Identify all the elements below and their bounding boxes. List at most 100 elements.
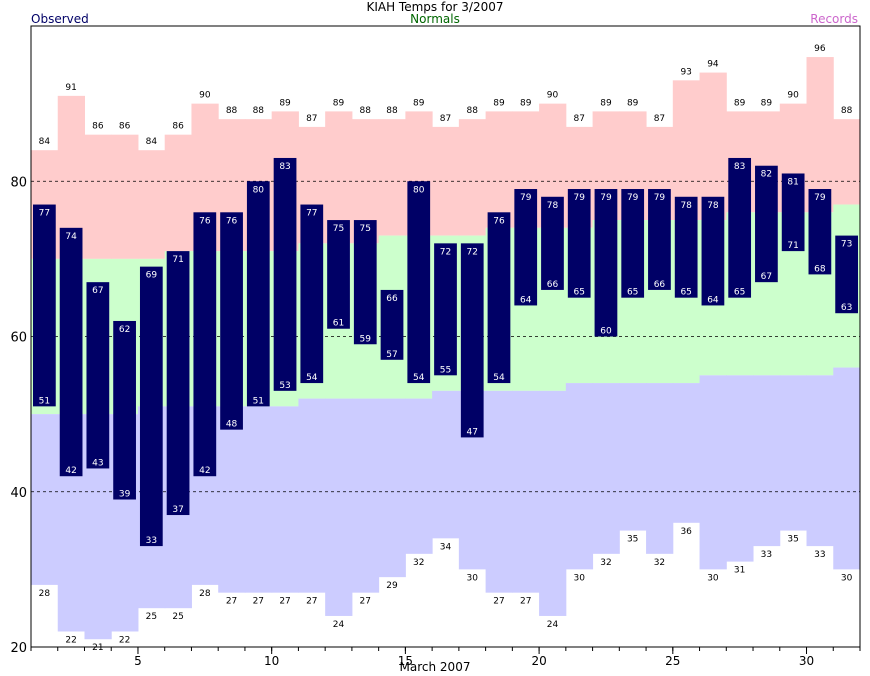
x-tick-label: 20 bbox=[531, 654, 546, 668]
observed-bar bbox=[594, 189, 618, 337]
observed-high-label: 75 bbox=[360, 224, 371, 234]
observed-high-label: 78 bbox=[547, 201, 559, 211]
observed-high-label: 83 bbox=[279, 162, 290, 172]
record-high-label: 90 bbox=[199, 91, 211, 101]
observed-high-label: 78 bbox=[707, 201, 719, 211]
record-low-label: 27 bbox=[306, 597, 317, 607]
observed-bar bbox=[139, 266, 163, 547]
observed-low-label: 64 bbox=[707, 295, 719, 305]
record-high-band bbox=[378, 119, 406, 236]
record-low-band bbox=[405, 398, 433, 554]
observed-high-label: 79 bbox=[573, 193, 585, 203]
record-low-band bbox=[432, 390, 460, 539]
observed-low-label: 39 bbox=[119, 490, 131, 500]
observed-high-label: 76 bbox=[199, 216, 211, 226]
observed-low-label: 37 bbox=[172, 505, 183, 515]
observed-low-label: 66 bbox=[654, 280, 666, 290]
observed-high-label: 74 bbox=[65, 232, 77, 242]
record-high-band bbox=[458, 119, 487, 236]
record-high-band bbox=[137, 150, 166, 259]
observed-low-label: 60 bbox=[600, 327, 612, 337]
record-high-band bbox=[806, 57, 834, 213]
x-tick-label: 25 bbox=[665, 654, 680, 668]
observed-low-label: 54 bbox=[413, 373, 425, 383]
observed-low-label: 59 bbox=[360, 334, 372, 344]
observed-bar bbox=[487, 212, 511, 384]
x-axis-label: March 2007 bbox=[399, 660, 471, 674]
observed-low-label: 43 bbox=[92, 458, 103, 468]
record-low-label: 25 bbox=[172, 612, 183, 622]
record-low-label: 21 bbox=[92, 643, 103, 653]
record-low-label: 22 bbox=[65, 635, 76, 645]
chart-title: KIAH Temps for 3/2007 bbox=[366, 0, 504, 14]
record-low-label: 35 bbox=[787, 535, 798, 545]
observed-high-label: 79 bbox=[627, 193, 639, 203]
observed-bar bbox=[246, 181, 270, 407]
observed-high-label: 71 bbox=[172, 255, 183, 265]
record-low-band bbox=[351, 398, 380, 593]
record-high-label: 89 bbox=[493, 98, 505, 108]
record-low-band bbox=[378, 398, 406, 578]
record-high-label: 89 bbox=[520, 98, 532, 108]
observed-high-label: 72 bbox=[440, 247, 451, 257]
observed-bar bbox=[567, 189, 591, 298]
record-low-band bbox=[592, 383, 620, 554]
observed-high-label: 79 bbox=[600, 193, 612, 203]
y-tick-label: 20 bbox=[10, 641, 27, 656]
observed-high-label: 82 bbox=[761, 170, 772, 180]
observed-bar bbox=[648, 189, 671, 290]
observed-low-label: 65 bbox=[627, 288, 638, 298]
observed-bar bbox=[808, 189, 832, 275]
record-low-label: 32 bbox=[600, 558, 611, 568]
observed-bar bbox=[755, 165, 778, 283]
observed-low-label: 48 bbox=[226, 420, 238, 430]
observed-low-label: 53 bbox=[279, 381, 290, 391]
observed-low-label: 42 bbox=[65, 466, 76, 476]
observed-high-label: 69 bbox=[146, 271, 158, 281]
record-high-label: 91 bbox=[65, 83, 76, 93]
observed-high-label: 79 bbox=[814, 193, 826, 203]
record-low-band bbox=[218, 406, 246, 593]
observed-low-label: 57 bbox=[386, 350, 397, 360]
record-low-label: 24 bbox=[333, 620, 345, 630]
observed-bar bbox=[728, 157, 752, 298]
observed-low-label: 55 bbox=[440, 365, 451, 375]
record-low-label: 27 bbox=[360, 597, 371, 607]
x-tick-label: 5 bbox=[134, 654, 142, 668]
record-low-label: 30 bbox=[573, 573, 585, 583]
observed-low-label: 42 bbox=[199, 466, 210, 476]
record-high-label: 93 bbox=[680, 67, 691, 77]
observed-bar bbox=[380, 289, 404, 360]
record-low-label: 27 bbox=[493, 597, 504, 607]
record-high-label: 84 bbox=[39, 137, 51, 147]
record-low-label: 32 bbox=[654, 558, 665, 568]
record-high-label: 89 bbox=[413, 98, 425, 108]
record-low-band bbox=[565, 383, 594, 570]
record-low-label: 31 bbox=[734, 566, 745, 576]
record-high-band bbox=[84, 134, 112, 259]
record-low-band bbox=[672, 383, 701, 523]
record-low-label: 29 bbox=[386, 581, 398, 591]
record-low-band bbox=[779, 375, 808, 531]
record-low-band bbox=[539, 390, 567, 616]
record-low-label: 30 bbox=[467, 573, 479, 583]
plot-frame bbox=[30, 25, 861, 648]
record-low-band bbox=[646, 383, 674, 554]
y-tick-label: 40 bbox=[10, 486, 27, 501]
record-low-label: 27 bbox=[226, 597, 237, 607]
observed-low-label: 63 bbox=[841, 303, 852, 313]
record-high-label: 87 bbox=[306, 114, 317, 124]
record-low-label: 28 bbox=[39, 589, 51, 599]
record-high-label: 89 bbox=[333, 98, 345, 108]
observed-bar bbox=[835, 235, 858, 314]
record-high-label: 89 bbox=[279, 98, 291, 108]
x-tick-label: 30 bbox=[799, 654, 814, 668]
observed-bar bbox=[674, 196, 698, 298]
observed-high-label: 80 bbox=[413, 185, 425, 195]
x-tick-label: 10 bbox=[264, 654, 279, 668]
observed-low-label: 65 bbox=[573, 288, 584, 298]
observed-high-label: 73 bbox=[841, 240, 852, 250]
observed-bar bbox=[193, 212, 217, 477]
record-low-label: 36 bbox=[680, 527, 692, 537]
